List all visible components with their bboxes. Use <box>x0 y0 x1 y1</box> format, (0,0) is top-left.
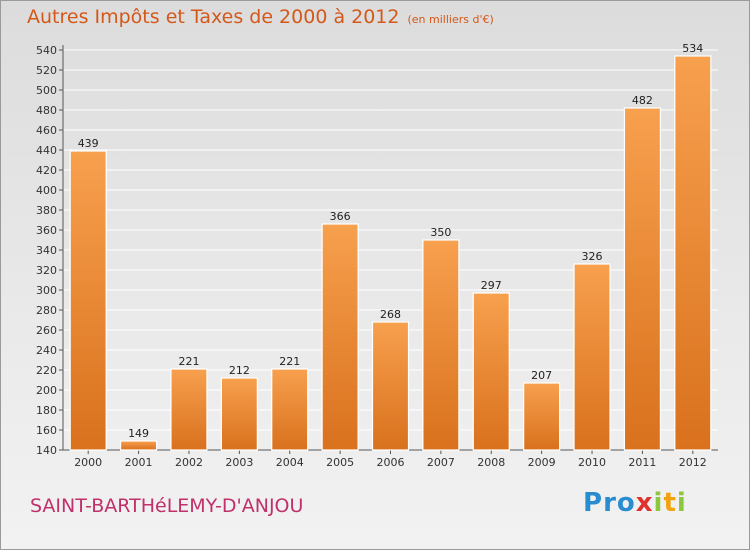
y-tick-label: 300 <box>36 284 57 297</box>
x-tick-label-2000: 2000 <box>74 456 102 469</box>
x-tick-label-2009: 2009 <box>528 456 556 469</box>
data-label-2009: 207 <box>531 369 552 382</box>
data-label-2005: 366 <box>330 210 351 223</box>
bars <box>69 55 712 451</box>
y-tick-label: 160 <box>36 424 57 437</box>
chart-subtitle: (en milliers d'€) <box>407 13 494 26</box>
y-tick-label: 140 <box>36 444 57 457</box>
y-tick-label: 480 <box>36 104 57 117</box>
bar-2008 <box>472 292 510 451</box>
y-tick-label: 360 <box>36 224 57 237</box>
x-tick-label-2007: 2007 <box>427 456 455 469</box>
data-label-2010: 326 <box>582 250 603 263</box>
x-tick-label-2010: 2010 <box>578 456 606 469</box>
data-label-2006: 268 <box>380 308 401 321</box>
bar-2011 <box>623 107 662 451</box>
x-tick-label-2003: 2003 <box>225 456 253 469</box>
y-tick-label: 540 <box>36 44 57 57</box>
logo-letter: i <box>676 488 687 518</box>
x-tick-label-2008: 2008 <box>477 456 505 469</box>
x-tick-label-2002: 2002 <box>175 456 203 469</box>
y-tick-label: 260 <box>36 324 57 337</box>
data-label-2000: 439 <box>78 137 99 150</box>
y-tick-label: 240 <box>36 344 57 357</box>
y-tick-label: 500 <box>36 84 57 97</box>
x-tick-label-2004: 2004 <box>276 456 304 469</box>
logo-letter: t <box>663 488 677 518</box>
bar-2001 <box>119 440 158 451</box>
chart-title-text: Autres Impôts et Taxes de 2000 à 2012 <box>27 6 400 28</box>
logo-letter: r <box>603 488 617 518</box>
bar-2004 <box>271 368 309 451</box>
data-label-2002: 221 <box>178 355 199 368</box>
y-tick-label: 220 <box>36 364 57 377</box>
y-tick-label: 420 <box>36 164 57 177</box>
data-label-2003: 212 <box>229 364 250 377</box>
y-tick-label: 460 <box>36 124 57 137</box>
logo-letter: P <box>583 488 604 518</box>
data-label-2004: 221 <box>279 355 300 368</box>
labels: 140 160 180 200 220 240 260 280 300 320 340 360 380 4… <box>36 42 707 469</box>
x-tick-label-2005: 2005 <box>326 456 354 469</box>
data-label-2008: 297 <box>481 279 502 292</box>
bar-2012 <box>674 55 712 451</box>
y-tick-label: 520 <box>36 64 57 77</box>
y-tick-label: 180 <box>36 404 57 417</box>
data-label-2007: 350 <box>430 226 451 239</box>
y-tick-label: 340 <box>36 244 57 257</box>
y-tick-label: 280 <box>36 304 57 317</box>
x-tick-label-2011: 2011 <box>628 456 656 469</box>
bar-2009 <box>523 382 561 451</box>
bar-2007 <box>422 239 460 451</box>
x-tick-label-2006: 2006 <box>377 456 405 469</box>
y-tick-label: 200 <box>36 384 57 397</box>
proxiti-logo[interactable]: Proxiti <box>583 488 687 518</box>
logo-letter: o <box>616 488 636 518</box>
bar-2002 <box>170 368 208 451</box>
data-label-2011: 482 <box>632 94 653 107</box>
y-tick-label: 320 <box>36 264 57 277</box>
bar-2006 <box>371 321 410 451</box>
logo-letter: x <box>635 488 654 518</box>
x-tick-label-2001: 2001 <box>125 456 153 469</box>
bar-2000 <box>69 150 107 451</box>
data-label-2012: 534 <box>682 42 703 55</box>
logo-letter: i <box>653 488 664 518</box>
commune-name: SAINT-BARTHéLEMY-D'ANJOU <box>30 495 304 517</box>
y-tick-label: 400 <box>36 184 57 197</box>
data-label-2001: 149 <box>128 427 149 440</box>
bar-2010 <box>573 263 611 451</box>
chart-title: Autres Impôts et Taxes de 2000 à 2012 (en… <box>27 6 494 28</box>
bar-2003 <box>220 377 258 451</box>
x-tick-label-2012: 2012 <box>679 456 707 469</box>
y-tick-label: 440 <box>36 144 57 157</box>
y-tick-label: 380 <box>36 204 57 217</box>
bar-2005 <box>321 223 359 451</box>
